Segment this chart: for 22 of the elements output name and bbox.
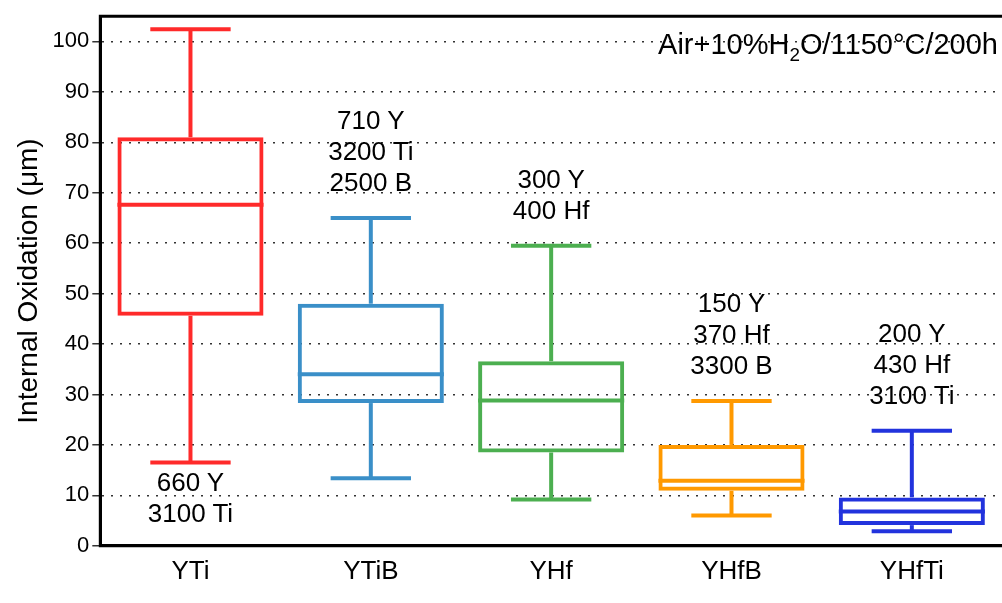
y-tick-label: 50 bbox=[64, 279, 90, 305]
x-tick-label: YTiB bbox=[343, 554, 399, 585]
y-axis-title: Internal Oxidation (μm) bbox=[11, 138, 43, 424]
annotation: 710 Y 3200 Ti 2500 B bbox=[328, 105, 414, 198]
y-tick-label: 100 bbox=[52, 27, 90, 53]
x-tick-label: YHfB bbox=[701, 554, 762, 585]
annotation: 150 Y 370 Hf 3300 B bbox=[690, 288, 773, 381]
y-tick-label: 70 bbox=[64, 178, 90, 204]
x-tick-label: YHfTi bbox=[879, 554, 944, 585]
annotation: 300 Y 400 Hf bbox=[512, 163, 591, 225]
y-tick-label: 40 bbox=[64, 330, 90, 356]
y-tick-label: 0 bbox=[77, 531, 90, 557]
y-tick-label: 80 bbox=[64, 128, 90, 154]
y-tick-label: 90 bbox=[64, 77, 90, 103]
y-tick-label: 30 bbox=[64, 380, 90, 406]
y-tick-label: 20 bbox=[64, 430, 90, 456]
y-tick-label: 60 bbox=[64, 229, 90, 255]
y-tick-label: 10 bbox=[64, 481, 90, 507]
annotation: 200 Y 430 Hf 3100 Ti bbox=[869, 317, 955, 410]
x-tick-label: YHf bbox=[529, 554, 574, 585]
annotation: 660 Y 3100 Ti bbox=[147, 466, 234, 528]
x-tick-label: YTi bbox=[171, 554, 210, 585]
